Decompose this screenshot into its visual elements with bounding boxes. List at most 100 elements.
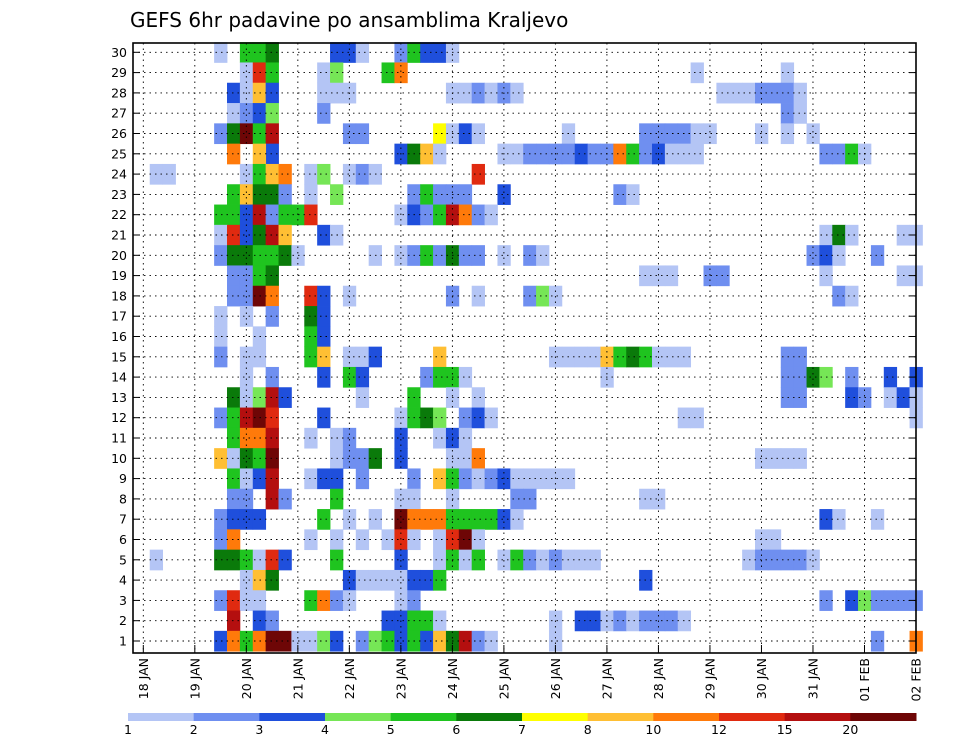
heat-cell-m9-0 [227, 468, 241, 490]
heat-cell-m9-3 [265, 468, 279, 490]
heat-cell-m1-4 [265, 630, 279, 652]
y-tick-label-20: 21 [111, 228, 127, 243]
y-tick-label-25: 26 [111, 126, 127, 141]
colorbar-swatch-7 [587, 713, 654, 721]
heat-cell-m4-9 [420, 569, 434, 591]
heat-cell-m8-11 [652, 488, 666, 510]
heat-cell-m17-0 [214, 306, 228, 327]
heat-cell-m30-10 [433, 42, 447, 63]
heat-cell-m7-10 [433, 509, 447, 530]
heat-cell-m2-3 [381, 610, 395, 632]
heat-cell-m28-2 [252, 82, 267, 104]
heat-cell-m16-3 [317, 326, 331, 348]
heat-cell-m25-10 [536, 143, 550, 165]
heat-cell-m28-0 [227, 82, 241, 104]
heat-cell-m7-18 [832, 509, 846, 530]
heat-cell-m8-0 [227, 488, 241, 510]
heat-cell-m21-10 [845, 224, 859, 246]
heat-cell-m19-0 [227, 265, 241, 287]
heat-cell-m13-9 [780, 387, 795, 408]
heat-cell-m26-7 [433, 123, 447, 145]
x-tick-label-0: 18 JAN [136, 658, 151, 699]
heat-cell-m21-5 [278, 224, 292, 246]
colorbar-label-7: 8 [584, 722, 592, 737]
y-tick-label-8: 9 [119, 471, 127, 486]
heat-cell-m11-0 [227, 427, 241, 449]
heat-cell-m19-3 [265, 265, 279, 287]
heat-cell-m10-3 [252, 448, 267, 469]
heat-cell-m24-8 [342, 163, 357, 185]
heat-cell-m4-0 [239, 569, 254, 591]
heat-cell-m27-5 [780, 103, 795, 124]
colorbar-swatch-11 [850, 713, 917, 721]
heat-cell-m7-1 [227, 509, 241, 530]
heat-cell-m11-8 [433, 427, 447, 449]
heat-cell-m12-5 [317, 407, 331, 429]
heat-cell-m30-5 [342, 42, 357, 63]
heat-cell-m11-2 [252, 427, 267, 449]
heat-cell-m27-1 [239, 103, 254, 124]
heat-cell-m1-22 [870, 630, 885, 652]
heat-cell-m25-1 [265, 143, 279, 165]
heat-cell-m30-2 [252, 42, 267, 63]
heat-cell-m1-15 [420, 630, 434, 652]
heat-cell-m22-4 [265, 204, 279, 226]
heat-cell-m12-10 [458, 407, 473, 429]
heat-cell-m17-3 [304, 306, 318, 327]
heat-cell-m1-2 [239, 630, 254, 652]
heat-cell-m20-18 [806, 245, 820, 266]
heat-cell-m13-13 [883, 387, 898, 408]
heat-cell-m13-2 [252, 387, 267, 408]
heat-cell-m26-13 [652, 123, 666, 145]
heat-cell-m29-7 [690, 62, 704, 84]
heat-cell-m6-6 [394, 529, 408, 551]
heat-cell-m29-5 [381, 62, 395, 84]
heat-cell-m26-18 [755, 123, 769, 145]
heat-cell-m2-10 [587, 610, 601, 632]
y-tick-label-5: 6 [119, 532, 127, 547]
heat-cell-m5-6 [278, 549, 292, 571]
heat-cell-m26-4 [265, 123, 279, 145]
heat-cell-m29-6 [394, 62, 408, 84]
x-tick-label-12: 30 JAN [754, 658, 769, 699]
heat-cell-m26-16 [690, 123, 704, 145]
heat-cell-m27-0 [227, 103, 241, 124]
heat-cell-m5-24 [780, 549, 795, 571]
x-tick-label-9: 27 JAN [599, 658, 614, 699]
y-tick-label-14: 15 [111, 349, 127, 364]
heat-cell-m10-14 [767, 448, 782, 469]
y-tick-label-10: 11 [111, 431, 127, 446]
grid-lines [133, 43, 917, 653]
heat-cell-m21-9 [832, 224, 846, 246]
heat-cell-m12-9 [433, 407, 447, 429]
y-tick-label-15: 16 [111, 329, 127, 344]
heat-cell-m20-3 [252, 245, 267, 266]
y-tick-label-9: 10 [111, 451, 127, 466]
heat-cell-m29-0 [239, 62, 254, 84]
heat-cell-m20-13 [458, 245, 473, 266]
x-tick-label-14: 01 FEB [857, 658, 872, 702]
y-tick-label-3: 4 [119, 573, 127, 588]
heat-cell-m30-1 [239, 42, 254, 63]
x-tick-label-8: 26 JAN [548, 658, 563, 699]
heat-cell-m23-1 [239, 184, 254, 205]
heat-cell-m2-0 [227, 610, 241, 632]
heat-cell-m25-17 [626, 143, 640, 165]
heat-cell-m28-15 [742, 82, 756, 104]
y-tick-label-11: 12 [111, 410, 127, 425]
heat-cell-m4-3 [342, 569, 357, 591]
cells-layer [149, 42, 923, 652]
heat-cell-m5-2 [227, 549, 241, 571]
x-tick-label-2: 20 JAN [239, 658, 254, 699]
heat-cell-m3-14 [883, 590, 898, 611]
heat-cell-m3-11 [845, 590, 859, 611]
heat-cell-m20-2 [239, 245, 254, 266]
heat-cell-m11-4 [304, 427, 318, 449]
heat-cell-m20-4 [265, 245, 279, 266]
heat-cell-m24-5 [278, 163, 292, 185]
heat-cell-m26-2 [239, 123, 254, 145]
heat-cell-m10-9 [394, 448, 408, 469]
x-tick-label-1: 19 JAN [187, 658, 202, 699]
heat-cell-m15-18 [664, 346, 679, 368]
heat-cell-m14-0 [239, 366, 254, 388]
